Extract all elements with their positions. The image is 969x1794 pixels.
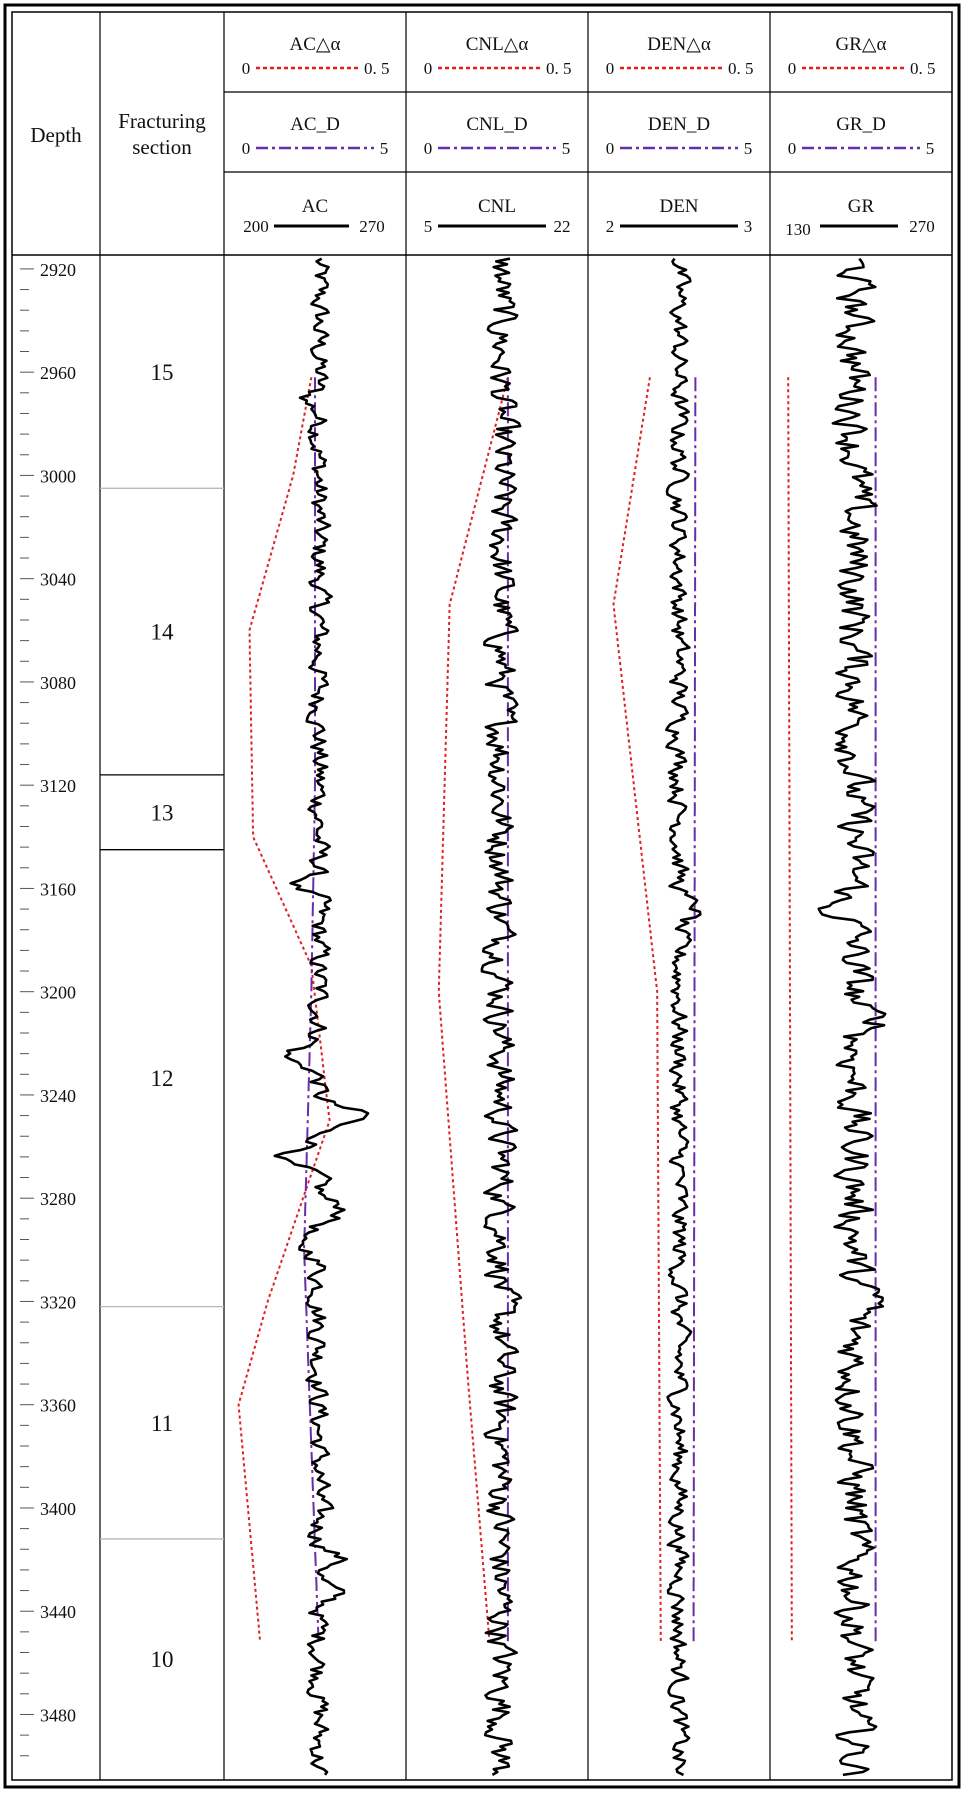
depth-header: Depth	[30, 123, 82, 147]
track-delta-max: 0. 5	[546, 59, 572, 78]
track-delta-min: 0	[788, 59, 797, 78]
series-den-delta-curve	[612, 377, 662, 1643]
depth-tick-label: 3280	[40, 1189, 76, 1209]
track-curve-min: 2	[606, 217, 615, 236]
track-delta-min: 0	[424, 59, 433, 78]
depth-tick-label: 3360	[40, 1396, 76, 1416]
track-curve-max: 3	[744, 217, 753, 236]
track-d-min: 0	[788, 139, 797, 158]
track-d-min: 0	[424, 139, 433, 158]
series-ac-delta-curve	[237, 377, 331, 1643]
depth-tick-label: 3240	[40, 1086, 76, 1106]
track-d-label: AC_D	[290, 114, 340, 135]
track-curve-min: 200	[243, 217, 269, 236]
track-header-cnl: CNL△α 0 0. 5 CNL_D 0 5 CNL 5 22	[424, 34, 572, 236]
track-d-label: GR_D	[836, 114, 886, 135]
fracturing-header-line2: section	[132, 135, 192, 159]
series-cnl-curve	[480, 257, 523, 1777]
depth-axis: 2920 2960 3000 3040 3080 3120 3160 3200 3240 3280…	[20, 260, 76, 1757]
depth-tick-label: 3160	[40, 879, 76, 899]
log-curves	[237, 257, 887, 1777]
track-d-label: DEN_D	[648, 114, 710, 135]
section-label: 10	[151, 1647, 174, 1672]
section-label: 14	[151, 620, 175, 645]
track-curve-max: 270	[359, 217, 385, 236]
depth-tick-label: 3480	[40, 1705, 76, 1725]
series-den-curve	[665, 257, 702, 1777]
track-curve-label: CNL	[478, 196, 516, 217]
depth-tick-label: 3320	[40, 1292, 76, 1312]
series-gr-curve	[817, 257, 887, 1777]
track-delta-min: 0	[242, 59, 251, 78]
series-cnl-delta-curve	[437, 377, 509, 1643]
depth-tick-label: 3400	[40, 1499, 76, 1519]
depth-tick-label: 3440	[40, 1602, 76, 1622]
track-delta-label: DEN△α	[647, 34, 711, 55]
depth-tick-label: 3040	[40, 570, 76, 590]
track-curve-min: 130	[785, 220, 811, 239]
depth-tick-label: 3080	[40, 673, 76, 693]
depth-tick-label: 2960	[40, 363, 76, 383]
track-d-max: 5	[744, 139, 753, 158]
outer-border	[3, 3, 961, 1789]
track-header-gr: GR△α 0 0. 5 GR_D 0 5 GR 130 270	[785, 34, 935, 239]
track-d-max: 5	[926, 139, 935, 158]
track-d-max: 5	[380, 139, 389, 158]
inner-border	[11, 11, 953, 1781]
track-delta-label: AC△α	[290, 34, 341, 55]
track-delta-max: 0. 5	[364, 59, 390, 78]
track-d-max: 5	[562, 139, 571, 158]
section-label: 13	[151, 800, 174, 825]
track-delta-min: 0	[606, 59, 615, 78]
track-delta-label: CNL△α	[466, 34, 529, 55]
depth-tick-label: 3120	[40, 776, 76, 796]
track-d-label: CNL_D	[466, 114, 527, 135]
depth-tick-label: 3000	[40, 466, 76, 486]
fracturing-header-line1: Fracturing	[118, 109, 206, 133]
track-header-den: DEN△α 0 0. 5 DEN_D 0 5 DEN 2 3	[606, 34, 754, 236]
track-d-min: 0	[606, 139, 615, 158]
section-label: 11	[151, 1411, 173, 1436]
series-gr-delta-curve	[787, 377, 793, 1643]
fracturing-sections: 15 14 13 12 11 10	[100, 360, 224, 1672]
section-label: 12	[151, 1066, 174, 1091]
track-d-min: 0	[242, 139, 251, 158]
track-curve-min: 5	[424, 217, 433, 236]
series-den_d-curve	[692, 377, 697, 1643]
track-curve-max: 22	[554, 217, 571, 236]
section-label: 15	[151, 360, 174, 385]
track-curve-label: AC	[302, 196, 328, 217]
track-curve-label: DEN	[659, 196, 698, 217]
track-delta-max: 0. 5	[910, 59, 936, 78]
track-curve-label: GR	[848, 196, 875, 217]
track-delta-label: GR△α	[836, 34, 887, 55]
track-curve-max: 270	[909, 217, 935, 236]
track-delta-max: 0. 5	[728, 59, 754, 78]
depth-tick-label: 3200	[40, 983, 76, 1003]
series-ac-curve	[273, 257, 370, 1776]
track-header-ac: AC△α 0 0. 5 AC_D 0 5 AC 200 270	[242, 34, 390, 236]
depth-tick-label: 2920	[40, 260, 76, 280]
